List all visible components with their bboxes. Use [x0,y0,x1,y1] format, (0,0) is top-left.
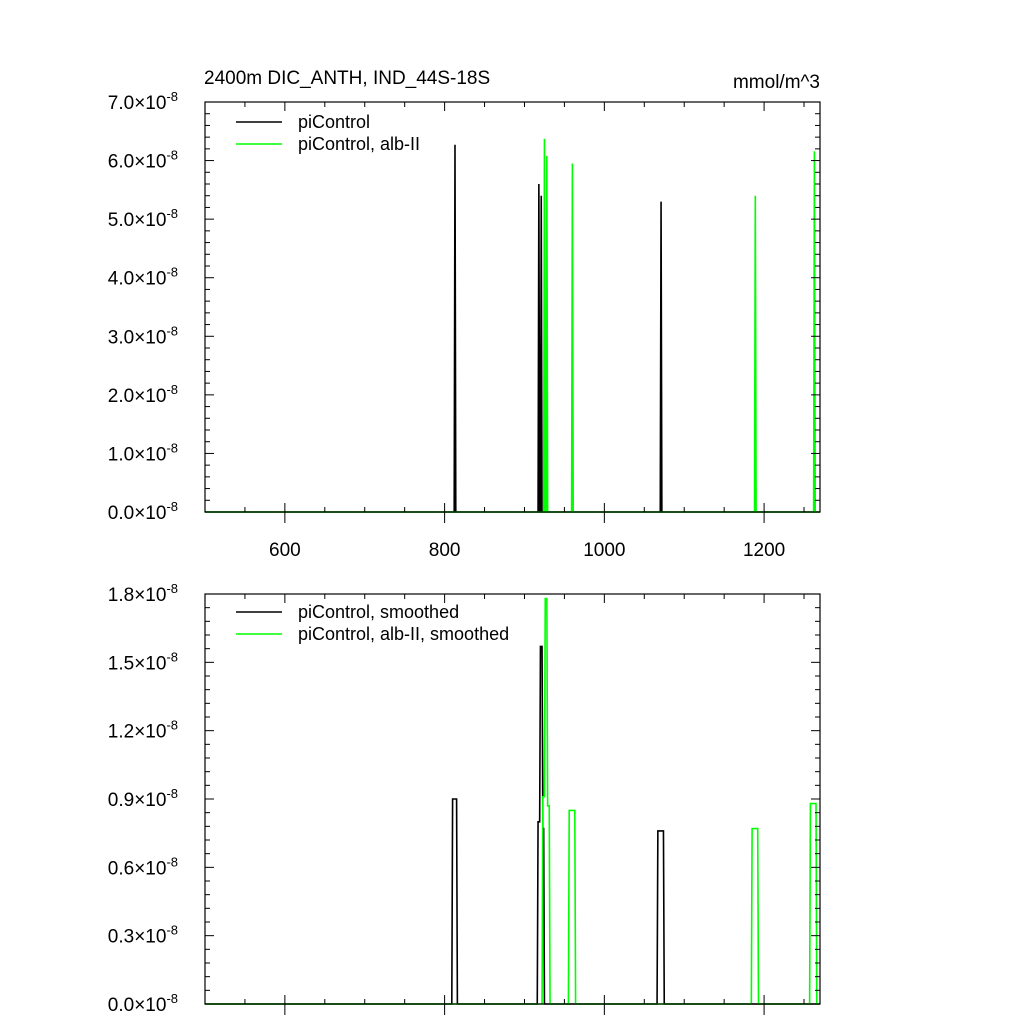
y-tick-label: 7.0×10-8 [108,89,178,114]
y-tick-label: 0.0×10-8 [108,991,178,1016]
y-tick-label: 1.8×10-8 [108,581,178,606]
y-tick-label: 1.0×10-8 [108,440,178,465]
y-tick-label: 4.0×10-8 [108,265,178,290]
y-tick-label: 0.3×10-8 [108,923,178,948]
y-tick-label: 0.0×10-8 [108,499,178,524]
y-tick-label: 5.0×10-8 [108,206,178,231]
series-line-picontrol-alb-ii-smoothed [205,597,820,1005]
y-tick-label: 6.0×10-8 [108,148,178,173]
bottom-y-tick-labels: 0.0×10-8 0.3×10-8 0.6×10-8 0.9×10-8 1.2×10-8… [108,581,178,1016]
legend-label-picontrol-smoothed: piControl, smoothed [298,602,459,622]
bottom-panel: 0.0×10-8 0.3×10-8 0.6×10-8 0.9×10-8 1.2×10-8… [108,581,821,1016]
y-tick-label: 1.5×10-8 [108,649,178,674]
bottom-plot-frame [204,593,821,1005]
top-legend: piControl piControl, alb-II [236,112,420,154]
y-tick-label: 3.0×10-8 [108,323,178,348]
y-tick-label: 0.6×10-8 [108,854,178,879]
x-tick-label: 800 [429,540,461,561]
legend-label-picontrol-alb-ii-smoothed: piControl, alb-II, smoothed [298,624,509,644]
top-x-tick-labels: 600 800 1000 1200 [269,540,785,561]
chart-title: 2400m DIC_ANTH, IND_44S-18S [204,68,490,89]
top-series-lines [205,138,820,513]
legend-label-picontrol: piControl [298,112,370,132]
units-label: mmol/m^3 [733,72,820,93]
series-line-picontrol [205,144,820,513]
top-axis-ticks [204,101,820,523]
series-line-picontrol-smoothed [205,645,820,1005]
legend-label-picontrol-alb-ii: piControl, alb-II [298,134,420,154]
top-y-tick-labels: 0.0×10-8 1.0×10-8 2.0×10-8 3.0×10-8 4.0×10-8… [108,89,178,524]
x-tick-label: 1000 [583,540,625,561]
bottom-series-lines [205,597,820,1005]
bottom-axis-ticks [204,593,820,1015]
x-tick-label: 600 [269,540,301,561]
bottom-legend: piControl, smoothed piControl, alb-II, s… [236,602,509,644]
series-line-picontrol-alb-ii [205,138,820,513]
y-tick-label: 0.9×10-8 [108,786,178,811]
x-tick-label: 1200 [743,540,785,561]
top-plot-frame [204,101,821,513]
top-panel: 2400m DIC_ANTH, IND_44S-18S mmol/m^3 600… [108,68,821,561]
y-tick-label: 1.2×10-8 [108,718,178,743]
y-tick-label: 2.0×10-8 [108,382,178,407]
